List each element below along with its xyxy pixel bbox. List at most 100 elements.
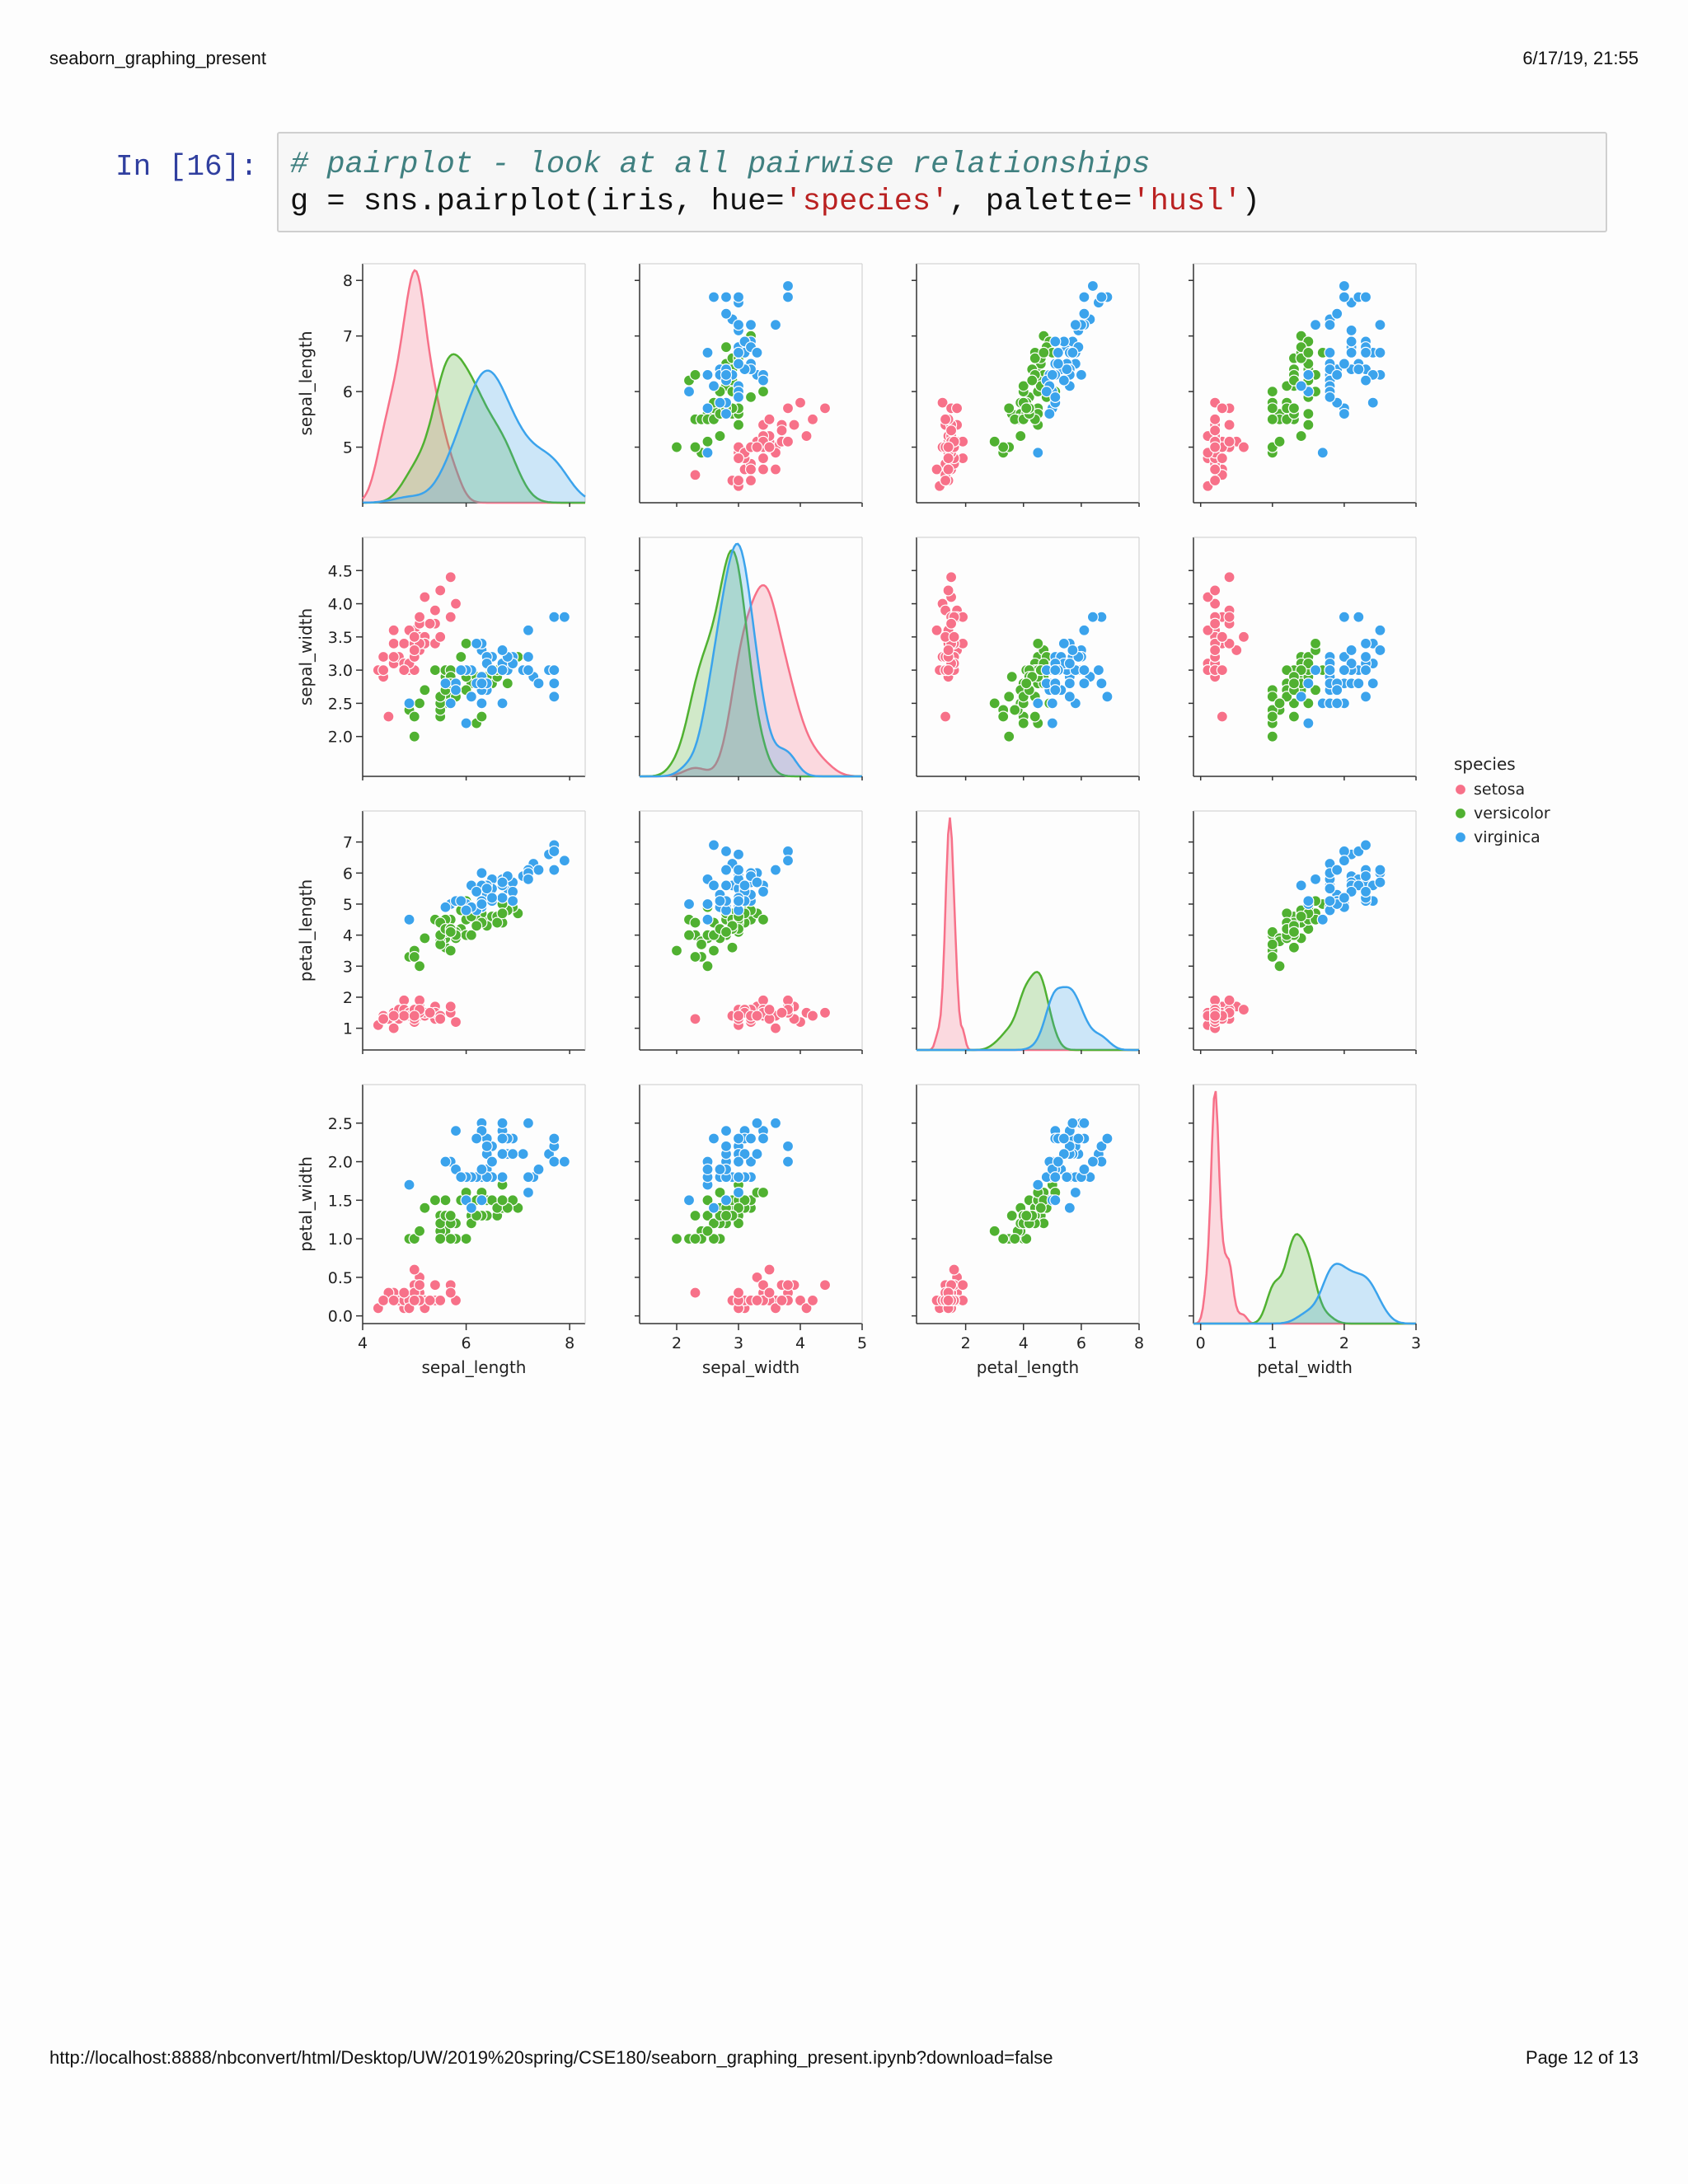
scatter-point-versicolor [1006,1209,1018,1222]
scatter-point-setosa [1202,591,1214,603]
scatter-point-virginica [714,1163,726,1176]
scatter-point-virginica [1309,664,1322,677]
kde-fill-setosa [363,270,585,503]
scatter-point-virginica [1057,374,1070,387]
scatter-point-virginica [1309,319,1322,331]
scatter-point-virginica [1359,650,1372,663]
scatter-point-setosa [744,474,757,487]
scatter-point-setosa [939,413,952,425]
scatter-point-virginica [1338,358,1351,370]
x-tick-label: 2 [1339,1334,1349,1352]
scatter-point-virginica [548,691,560,703]
scatter-point-virginica [558,1155,570,1168]
scatter-point-virginica [1324,319,1336,331]
legend-title: species [1454,754,1516,774]
scatter-point-virginica [732,319,745,331]
scatter-point-setosa [1209,424,1221,437]
scatter-point-versicolor [738,1194,751,1207]
scatter-point-virginica [496,876,509,888]
scatter-point-virginica [707,879,720,892]
scatter-point-setosa [1223,419,1236,431]
scatter-point-virginica [1359,291,1372,303]
scatter-point-virginica [757,1132,770,1145]
scatter-point-versicolor [1029,352,1041,364]
scatter-point-versicolor [1015,429,1027,443]
scatter-point-virginica [558,855,570,867]
x-tick-label: 5 [857,1334,867,1352]
scatter-point-virginica [1359,637,1372,649]
scatter-point-versicolor [988,1225,1001,1237]
scatter-point-virginica [1345,346,1357,359]
x-tick-label: 6 [462,1334,471,1352]
scatter-point-versicolor [413,697,426,710]
scatter-point-versicolor [1017,380,1029,392]
scatter-point-virginica [522,1117,535,1129]
scatter-point-versicolor [720,926,733,938]
y-tick-label: 2.5 [328,1115,353,1133]
scatter-point-virginica [465,691,477,703]
scatter-point-virginica [720,1125,733,1137]
scatter-point-versicolor [701,1209,714,1222]
scatter-point-setosa [942,584,954,597]
scatter-point-versicolor [455,650,467,663]
scatter-point-setosa [794,1294,807,1307]
scatter-point-setosa [806,1010,819,1022]
scatter-point-virginica [1069,319,1081,331]
kde-fill-versicolor [917,972,1139,1050]
scatter-point-virginica [1061,363,1073,376]
scatter-point-setosa [942,463,954,476]
scatter-point-virginica [522,624,535,636]
scatter-point-virginica [517,1148,529,1160]
scatter-point-virginica [720,864,733,876]
scatter-point-virginica [1086,279,1099,293]
scatter-point-setosa [387,637,400,649]
scatter-point-setosa [382,710,395,723]
scatter-point-virginica [1331,864,1343,876]
scatter-point-versicolor [732,1217,745,1230]
scatter-point-virginica [496,892,509,904]
scatter-point-virginica [707,1132,720,1145]
y-tick-label: 7 [343,328,353,346]
scatter-point-virginica [1032,697,1044,710]
scatter-point-versicolor [757,913,770,926]
scatter-point-setosa [1223,611,1236,623]
y-tick-label: 5 [343,439,353,457]
scatter-point-virginica [682,898,696,911]
scatter-point-virginica [1040,386,1053,398]
scatter-point-virginica [476,677,488,690]
scatter-point-setosa [788,419,800,431]
scatter-point-setosa [689,1013,701,1025]
scatter-point-virginica [701,447,714,459]
scatter-point-setosa [1223,571,1236,583]
scatter-point-setosa [751,1294,763,1307]
scatter-point-virginica [1359,374,1372,387]
scatter-point-setosa [751,1271,763,1283]
scatter-point-setosa [398,637,410,649]
scatter-point-virginica [751,1117,763,1129]
scatter-point-setosa [1202,624,1214,636]
print-header: seaborn_graphing_present 6/17/19, 21:55 [49,48,1639,69]
scatter-point-versicolor [701,960,714,972]
scatter-point-virginica [1095,677,1108,690]
kde-curve-virginica [363,369,586,504]
scatter-point-virginica [1324,895,1336,907]
scatter-point-versicolor [408,710,420,723]
scatter-point-versicolor [757,1186,770,1199]
scatter-point-setosa [429,604,442,616]
kde-fill-versicolor [1193,1234,1416,1324]
scatter-point-setosa [781,435,795,448]
scatter-point-virginica [1345,644,1357,657]
scatter-point-setosa [444,1286,457,1299]
code-input[interactable]: # pairplot - look at all pairwise relati… [277,132,1607,232]
scatter-point-virginica [455,1171,467,1183]
scatter-point-setosa [377,1013,390,1025]
scatter-point-versicolor [707,1217,720,1230]
scatter-point-setosa [377,664,390,677]
scatter-point-virginica [1359,885,1372,898]
scatter-point-setosa [398,1010,410,1022]
scatter-point-setosa [942,452,954,465]
scatter-point-virginica [707,380,720,392]
scatter-point-setosa [1216,452,1228,465]
kde-fill-virginica [1193,1263,1416,1324]
scatter-point-virginica [732,291,745,303]
